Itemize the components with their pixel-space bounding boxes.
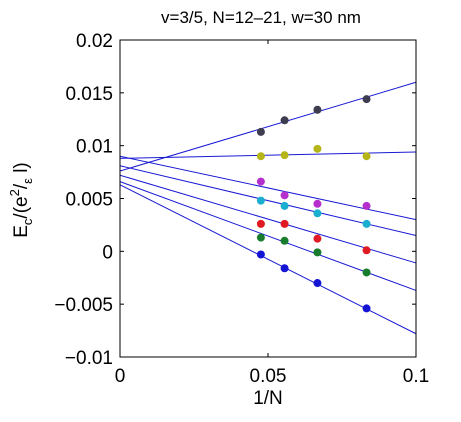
y-axis-title: Ec/(e2/ε l)	[7, 162, 35, 238]
data-point-s7-1	[256, 250, 265, 259]
fit-lines-group	[119, 81, 417, 335]
y-title-rest3: l)	[11, 162, 32, 178]
chart-title: v=3/5, N=12–21, w=30 nm	[161, 8, 361, 27]
data-point-s2-4	[362, 152, 371, 161]
x-tick-label: 0.05	[250, 366, 287, 387]
fit-line-2	[119, 151, 417, 159]
data-point-s1-1	[256, 127, 265, 136]
data-points-group	[256, 95, 371, 313]
y-tick-label: −0.01	[65, 348, 113, 369]
data-point-s4-1	[256, 196, 265, 205]
data-point-s4-3	[313, 209, 322, 218]
y-tick-label: 0.015	[65, 84, 113, 105]
data-point-s6-3	[313, 248, 322, 257]
data-point-s7-2	[280, 264, 289, 273]
data-point-s2-1	[256, 152, 265, 161]
data-point-s6-2	[280, 236, 289, 245]
plot-frame	[119, 39, 417, 358]
data-point-s6-4	[362, 268, 371, 277]
data-point-s4-2	[280, 201, 289, 210]
tick-labels: 0 0.05 0.1 −0.01 −0.005 0 0.005 0.01 0.015 0.02	[54, 31, 429, 387]
y-tick-label: 0.02	[76, 31, 113, 52]
y-title-sub: c	[20, 218, 35, 225]
x-tick-label: 0	[115, 366, 126, 387]
y-tick-label: 0	[102, 242, 113, 263]
data-point-s1-4	[362, 95, 371, 104]
x-tick-label: 0.1	[403, 366, 429, 387]
data-point-s7-4	[362, 304, 371, 313]
axis-ticks	[119, 39, 417, 358]
fit-line-7	[119, 184, 417, 335]
y-title-rest1: /(e	[11, 196, 32, 218]
data-point-s3-4	[362, 201, 371, 210]
data-point-s5-1	[256, 219, 265, 228]
data-point-s1-3	[313, 105, 322, 114]
y-title-base: E	[11, 225, 32, 238]
data-point-s4-4	[362, 219, 371, 228]
y-tick-label: 0.005	[65, 190, 113, 211]
data-point-s3-2	[280, 191, 289, 200]
y-title-eps: ε	[20, 178, 35, 184]
data-point-s5-3	[313, 234, 322, 243]
fit-line-6	[119, 181, 417, 291]
data-point-s7-3	[313, 279, 322, 288]
data-point-s5-2	[280, 219, 289, 228]
data-point-s5-4	[362, 246, 371, 255]
y-tick-label: −0.005	[54, 295, 113, 316]
y-title-sup: 2	[7, 189, 22, 196]
fit-line-4	[119, 165, 417, 236]
x-axis-title: 1/N	[253, 388, 283, 409]
data-point-s3-3	[313, 199, 322, 208]
data-point-s1-2	[280, 116, 289, 125]
y-tick-label: 0.01	[76, 137, 113, 158]
y-title-rest2: /	[11, 183, 32, 189]
data-point-s2-2	[280, 151, 289, 160]
data-point-s2-3	[313, 144, 322, 153]
data-point-s6-1	[256, 233, 265, 242]
data-point-s3-1	[256, 177, 265, 186]
